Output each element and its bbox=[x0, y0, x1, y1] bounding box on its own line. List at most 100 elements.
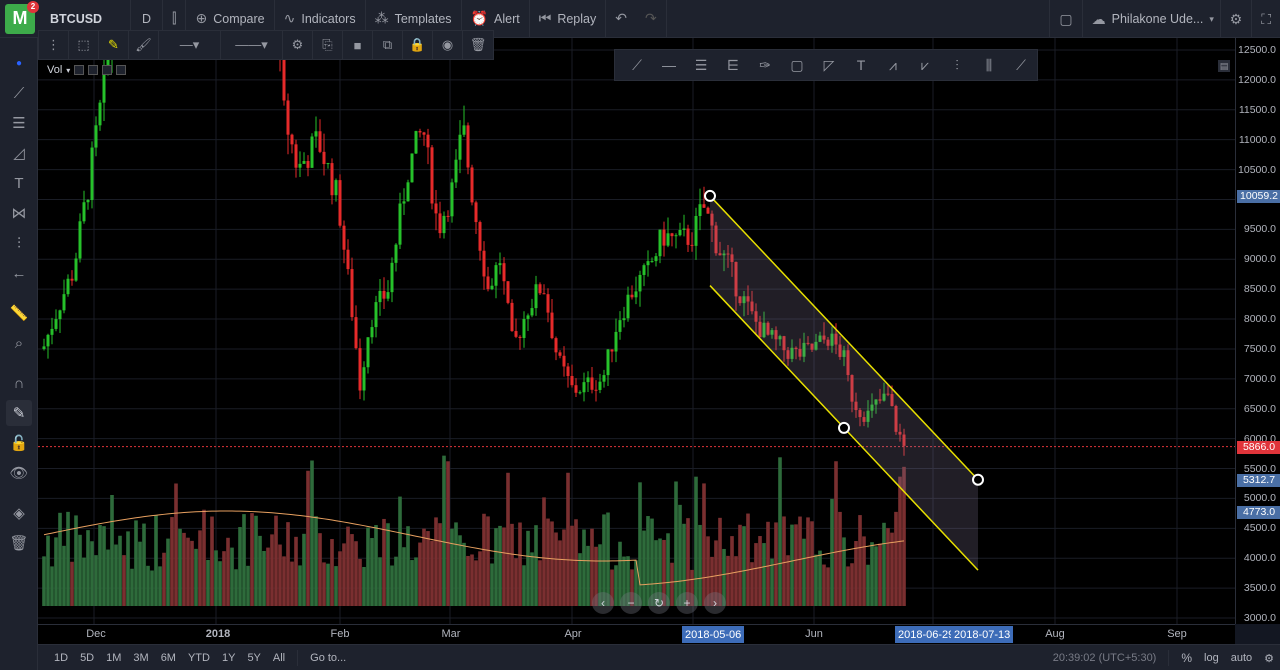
symbol-search-button[interactable]: BTCUSD bbox=[41, 0, 131, 38]
strip-brush-tool[interactable]: ✑ bbox=[749, 50, 781, 80]
price-chart-svg[interactable] bbox=[38, 38, 1235, 624]
indicators-button[interactable]: ∿ Indicators bbox=[275, 0, 366, 38]
more-square-icon[interactable] bbox=[116, 65, 127, 75]
scroll-right-button[interactable]: › bbox=[704, 592, 726, 614]
replay-button[interactable]: ⏮ Replay bbox=[530, 0, 607, 38]
clock-readout[interactable]: 20:39:02 (UTC+5:30) bbox=[1052, 652, 1157, 664]
fullscreen-button[interactable]: ⛶ bbox=[1252, 0, 1280, 38]
line-color-button[interactable]: ✎ bbox=[99, 31, 129, 59]
compare-button[interactable]: ⊕ Compare bbox=[186, 0, 275, 38]
range-button-ytd[interactable]: YTD bbox=[187, 651, 210, 664]
strip-parallel-channel-tool[interactable]: ☰ bbox=[685, 50, 717, 80]
back-tool[interactable]: ← bbox=[6, 260, 32, 286]
strip-short-position-tool[interactable]: ⫼ bbox=[973, 50, 1005, 80]
range-button-all[interactable]: All bbox=[272, 651, 286, 664]
clone-button[interactable]: ⧉ bbox=[373, 31, 403, 59]
alert-button[interactable]: ⏰ Alert bbox=[462, 0, 530, 38]
remove-square-icon[interactable] bbox=[102, 65, 113, 75]
range-button-5d[interactable]: 5D bbox=[80, 651, 95, 664]
candle-body bbox=[98, 102, 102, 126]
strip-fib-tool[interactable]: ⋿ bbox=[717, 50, 749, 80]
interval-button[interactable]: D bbox=[131, 0, 163, 38]
strip-horizontal-ray-tool[interactable]: — bbox=[653, 50, 685, 80]
shapes-tool[interactable]: ◿ bbox=[6, 140, 32, 166]
candle-body bbox=[446, 215, 450, 217]
remove-drawings-tool[interactable]: 🗑 bbox=[6, 530, 32, 556]
percent-scale-button[interactable]: % bbox=[1181, 651, 1193, 665]
line-style-button[interactable]: ——▾ bbox=[221, 31, 283, 59]
range-button-1m[interactable]: 1M bbox=[106, 651, 122, 664]
strip-long-position-tool[interactable]: ⫶ bbox=[941, 50, 973, 80]
trash-icon: 🗑 bbox=[9, 535, 29, 552]
settings-square-icon[interactable] bbox=[88, 65, 99, 75]
strip-ruler-tool[interactable]: ⟋ bbox=[1005, 50, 1037, 80]
add-alert-button[interactable]: ⎘ bbox=[313, 31, 343, 59]
trendline-tool[interactable]: ⟋ bbox=[6, 80, 32, 106]
eye-toggle-icon[interactable] bbox=[74, 65, 85, 75]
volume-bar bbox=[450, 528, 454, 606]
chart-pane[interactable]: Vol ▾ ▤ bbox=[38, 38, 1235, 624]
strip-xabcd-pattern-tool[interactable]: ⩗ bbox=[909, 50, 941, 80]
zoom-tool[interactable]: ⌕ bbox=[6, 330, 32, 356]
strip-text-tool[interactable]: T bbox=[845, 50, 877, 80]
chart-style-button[interactable]: ⫿ bbox=[163, 0, 187, 38]
strip-abcd-pattern-tool[interactable]: ⩘ bbox=[877, 50, 909, 80]
goto-button[interactable]: Go to... bbox=[310, 651, 347, 664]
volume-bar bbox=[566, 472, 570, 606]
undo-button[interactable]: ↶ bbox=[606, 0, 636, 38]
text-tool[interactable]: T bbox=[6, 170, 32, 196]
volume-legend[interactable]: Vol ▾ bbox=[47, 64, 127, 76]
reset-chart-button[interactable]: ↻ bbox=[648, 592, 670, 614]
range-button-1y[interactable]: 1Y bbox=[221, 651, 236, 664]
measure-tool[interactable]: 📏 bbox=[6, 300, 32, 326]
app-logo[interactable]: M 2 bbox=[5, 0, 39, 34]
volume-bar bbox=[78, 534, 82, 606]
candle-body bbox=[306, 161, 310, 168]
price-axis[interactable]: 12500.012000.011500.011000.010500.010000… bbox=[1235, 38, 1280, 624]
zoom-out-button[interactable]: − bbox=[620, 592, 642, 614]
auto-scale-button[interactable]: auto bbox=[1230, 652, 1253, 664]
chart-settings-button[interactable]: ⚙ bbox=[1258, 652, 1280, 665]
eye-icon: ◉ bbox=[441, 37, 454, 52]
range-button-5y[interactable]: 5Y bbox=[247, 651, 261, 664]
magnet-tool[interactable]: ∩ bbox=[6, 370, 32, 396]
lock-tool[interactable]: 🔓 bbox=[6, 430, 32, 456]
strip-rectangle-tool[interactable]: ▢ bbox=[781, 50, 813, 80]
drawing-settings-button[interactable]: ⚙ bbox=[283, 31, 313, 59]
user-menu-button[interactable]: ☁ Philakone Ude... ▾ bbox=[1083, 0, 1221, 38]
template-select-button[interactable]: ⬚ bbox=[69, 31, 99, 59]
range-button-3m[interactable]: 3M bbox=[133, 651, 149, 664]
fill-color-button[interactable]: 🖌 bbox=[129, 31, 159, 59]
range-button-1d[interactable]: 1D bbox=[54, 651, 69, 664]
crosshair-tool[interactable]: ● bbox=[6, 50, 32, 76]
strip-trendline-tool[interactable]: ⟋ bbox=[621, 50, 653, 80]
lock-drawing-button[interactable]: 🔒 bbox=[403, 31, 433, 59]
price-tick-label: 10500.0 bbox=[1238, 163, 1276, 176]
prediction-tool[interactable]: ⫶ bbox=[6, 230, 32, 256]
delete-drawing-button[interactable]: 🗑 bbox=[463, 31, 493, 59]
scroll-left-button[interactable]: ‹ bbox=[592, 592, 614, 614]
templates-button[interactable]: ⁂ Templates bbox=[366, 0, 462, 38]
stay-drawing-tool[interactable]: ✎ bbox=[6, 400, 32, 426]
fib-tool[interactable]: ☰ bbox=[6, 110, 32, 136]
visual-order-button[interactable]: ■ bbox=[343, 31, 373, 59]
alarm-clock-icon: ⏰ bbox=[470, 10, 488, 26]
time-axis[interactable]: Dec 2018 Feb Mar Apr Jun Aug Sep 2018-05-06 2018-… bbox=[38, 624, 1235, 644]
hide-drawing-button[interactable]: ◉ bbox=[433, 31, 463, 59]
redo-button[interactable]: ↷ bbox=[636, 0, 667, 38]
range-button-6m[interactable]: 6M bbox=[160, 651, 176, 664]
settings-button[interactable]: ⚙ bbox=[1221, 0, 1253, 38]
line-width-button[interactable]: —▾ bbox=[159, 31, 221, 59]
visibility-tool[interactable]: 👁 bbox=[6, 460, 32, 486]
zoom-in-button[interactable]: + bbox=[676, 592, 698, 614]
object-tree-tool[interactable]: ◈ bbox=[6, 500, 32, 526]
volume-bar bbox=[186, 537, 190, 606]
log-scale-button[interactable]: log bbox=[1204, 652, 1219, 664]
strip-triangle-tool[interactable]: ◸ bbox=[813, 50, 845, 80]
drag-handle[interactable]: ⋮ bbox=[39, 31, 69, 59]
candle-body bbox=[546, 294, 550, 313]
pattern-tool[interactable]: ⋈ bbox=[6, 200, 32, 226]
layout-button[interactable]: ▢ bbox=[1049, 0, 1083, 38]
volume-bar bbox=[490, 563, 494, 606]
collapse-panel-button[interactable]: ▤ bbox=[1218, 60, 1230, 72]
